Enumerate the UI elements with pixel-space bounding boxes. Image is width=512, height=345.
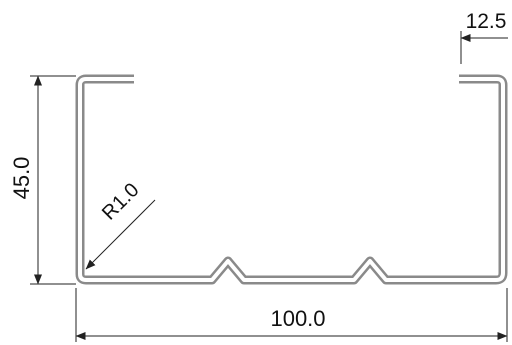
flange-dimension: 12.5 [460,10,508,64]
width-label: 100.0 [270,306,325,331]
profile-outline [75,74,508,285]
radius-dimension: R1.0 [85,179,156,270]
height-label: 45.0 [9,157,34,200]
height-dimension: 45.0 [9,75,76,285]
channel-profile [75,74,508,285]
radius-leader [85,199,156,270]
profile-inner [78,77,505,282]
flange-width-label: 12.5 [466,10,507,33]
width-dimension: 100.0 [75,288,508,342]
